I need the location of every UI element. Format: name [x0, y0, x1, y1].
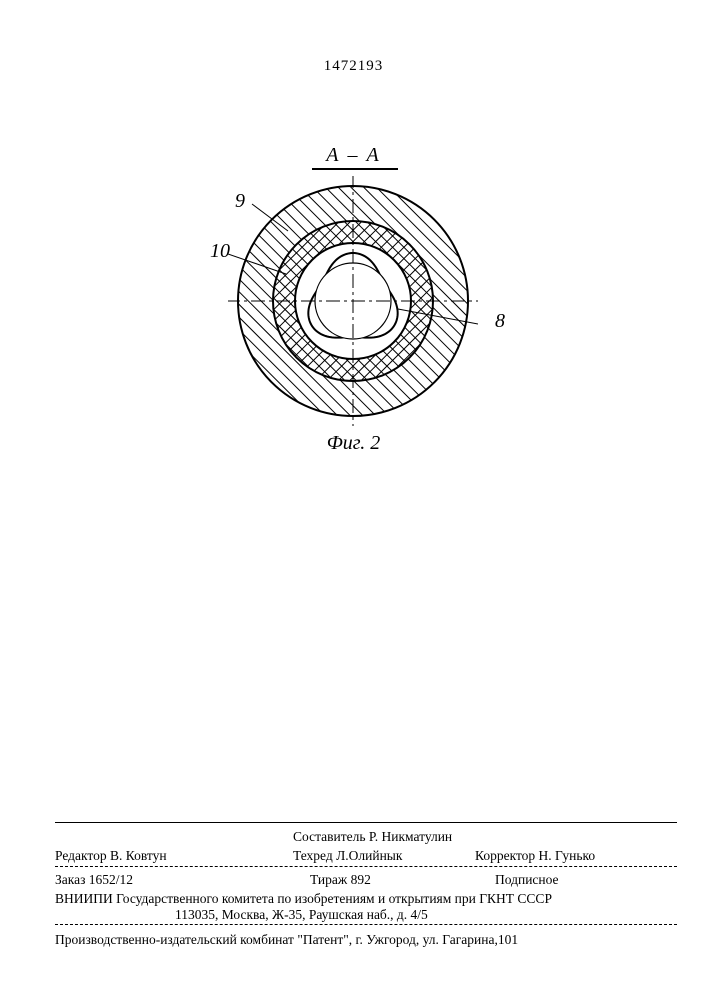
footer-dash-1 — [55, 866, 677, 867]
footer-row-order: Заказ 1652/12 Тираж 892 Подписное — [55, 870, 677, 890]
footer-dash-2 — [55, 924, 677, 925]
compiler: Составитель Р. Никматулин — [293, 827, 452, 847]
org-line-2: 113035, Москва, Ж-35, Раушская наб., д. … — [55, 905, 677, 925]
order-number: Заказ 1652/12 — [55, 872, 133, 887]
figure-cross-section — [228, 176, 478, 426]
footer-row-credits: Редактор В. Ковтун Техред Л.Олийнык Корр… — [55, 846, 677, 866]
callout-8: 8 — [495, 310, 505, 333]
figure-caption: Фиг. 2 — [0, 432, 707, 455]
tirage: Тираж 892 — [310, 870, 371, 890]
printer-line: Производственно-издательский комбинат "П… — [55, 930, 677, 950]
section-underline — [312, 168, 398, 170]
signed: Подписное — [495, 870, 559, 890]
callout-10: 10 — [210, 240, 230, 263]
corrector: Корректор Н. Гунько — [475, 846, 595, 866]
document-number: 1472193 — [0, 58, 707, 75]
editor: Редактор В. Ковтун — [55, 848, 167, 863]
tech-editor: Техред Л.Олийнык — [293, 846, 402, 866]
section-label: А – А — [0, 144, 707, 167]
footer-rule-top — [55, 822, 677, 823]
